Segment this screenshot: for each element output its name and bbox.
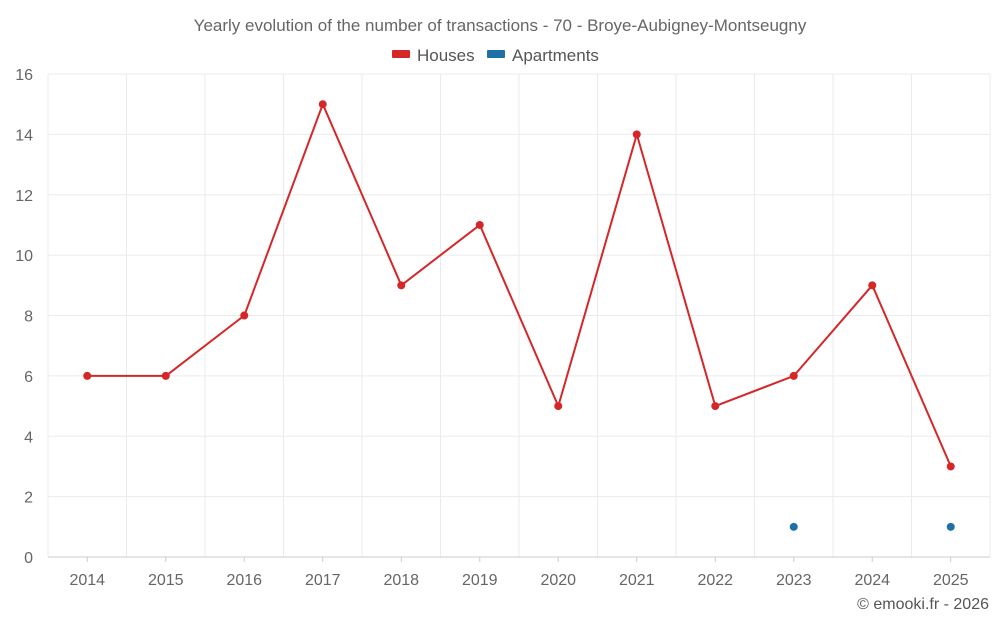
y-tick-label: 8 [24, 309, 33, 326]
chart-title: Yearly evolution of the number of transa… [194, 16, 807, 35]
data-point-houses[interactable] [161, 371, 170, 380]
series-apartments [789, 522, 955, 531]
data-point-houses[interactable] [554, 402, 563, 411]
y-tick-label: 16 [15, 67, 33, 84]
x-tick-label: 2019 [462, 572, 498, 589]
data-point-apartments[interactable] [789, 522, 798, 531]
legend-label-houses: Houses [417, 46, 475, 65]
data-point-houses[interactable] [83, 371, 92, 380]
data-point-houses[interactable] [632, 130, 641, 139]
x-tick-label: 2016 [226, 572, 262, 589]
data-point-houses[interactable] [475, 220, 484, 229]
credit-text: © emooki.fr - 2026 [857, 596, 989, 613]
y-tick-label: 10 [15, 248, 33, 265]
x-tick-label: 2025 [933, 572, 969, 589]
series-line-houses [87, 103, 952, 467]
x-tick-label: 2017 [305, 572, 341, 589]
y-tick-label: 14 [15, 127, 33, 144]
legend-item-houses[interactable]: Houses [392, 46, 475, 65]
x-tick-label: 2021 [619, 572, 655, 589]
series [83, 100, 955, 531]
y-tick-label: 4 [24, 429, 33, 446]
x-tick-label: 2024 [854, 572, 890, 589]
y-tick-label: 12 [15, 188, 33, 205]
y-tick-label: 6 [24, 369, 33, 386]
data-point-houses[interactable] [397, 281, 406, 290]
chart-legend: Houses Apartments [392, 46, 599, 65]
x-tick-label: 2023 [776, 572, 812, 589]
data-point-houses[interactable] [946, 462, 955, 471]
data-point-apartments[interactable] [946, 522, 955, 531]
legend-swatch-apartments [487, 50, 505, 58]
x-tick-label: 2014 [69, 572, 105, 589]
x-tick-label: 2018 [383, 572, 419, 589]
series-houses [83, 100, 955, 471]
x-tick-label: 2015 [148, 572, 184, 589]
axes: 0 2 4 6 8 10 12 14 16 2014 2015 2016 2017 2018 2019 202… [15, 67, 990, 589]
x-tick-label: 2022 [697, 572, 733, 589]
data-point-houses[interactable] [711, 402, 720, 411]
grid [47, 73, 991, 557]
x-tick-label: 2020 [540, 572, 576, 589]
legend-item-apartments[interactable]: Apartments [487, 46, 599, 65]
y-tick-label: 0 [24, 550, 33, 567]
data-point-houses[interactable] [240, 311, 249, 320]
legend-swatch-houses [392, 50, 410, 58]
data-point-houses[interactable] [868, 281, 877, 290]
legend-label-apartments: Apartments [512, 46, 599, 65]
data-point-houses[interactable] [318, 100, 327, 109]
data-point-houses[interactable] [789, 371, 798, 380]
y-tick-label: 2 [24, 490, 33, 507]
